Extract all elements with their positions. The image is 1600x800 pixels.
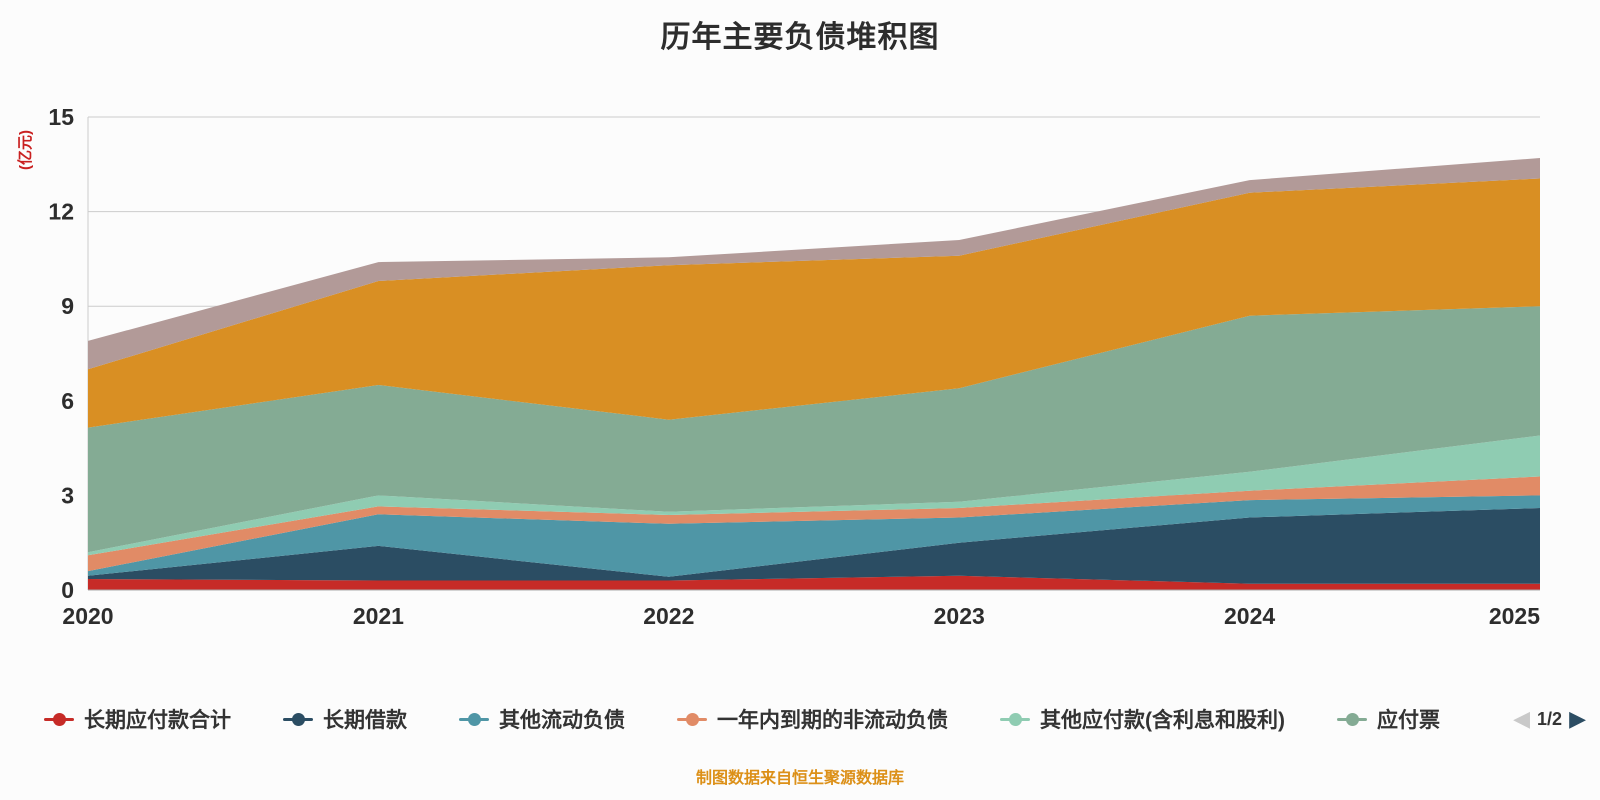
x-tick-label: 2021: [353, 603, 404, 629]
legend-marker-icon: [459, 712, 489, 726]
legend-marker-icon: [44, 712, 74, 726]
legend-marker-icon: [1000, 712, 1030, 726]
y-tick-label: 3: [61, 482, 74, 508]
legend-items: 长期应付款合计 长期借款 其他流动负债 一年内到期的非流动负债 其他应付款(含利息和股利…: [44, 704, 1440, 734]
stacked-area-series-8: [88, 158, 1540, 370]
y-axis-unit-label: (亿元): [16, 130, 34, 170]
y-tick-label: 0: [61, 577, 74, 603]
stacked-area-series-6: [88, 306, 1540, 553]
legend-item-label: 其他应付款(含利息和股利): [1040, 709, 1285, 732]
legend-item-6[interactable]: 应付票: [1337, 704, 1440, 734]
legend-item-3[interactable]: 其他流动负债: [459, 704, 625, 734]
y-tick-label: 9: [61, 293, 74, 319]
legend-marker-icon: [1337, 712, 1367, 726]
legend-page-indicator: 1/2: [1537, 708, 1563, 729]
stacked-area-series-1: [88, 575, 1540, 590]
chart-title: 历年主要负债堆积图: [660, 21, 940, 54]
legend-item-label: 长期应付款合计: [84, 709, 231, 732]
x-tick-label: 2022: [643, 603, 694, 629]
legend-item-label: 其他流动负债: [499, 709, 625, 732]
legend-item-4[interactable]: 一年内到期的非流动负债: [677, 704, 948, 734]
legend-item-5[interactable]: 其他应付款(含利息和股利): [1000, 704, 1285, 734]
x-tick-label: 2024: [1224, 603, 1275, 629]
legend-bar: 长期应付款合计 长期借款 其他流动负债 一年内到期的非流动负债 其他应付款(含利息和股利…: [44, 700, 1586, 738]
legend-marker-icon: [283, 712, 313, 726]
x-tick-label: 2025: [1489, 603, 1540, 629]
legend-next-arrow[interactable]: ▶: [1569, 706, 1586, 731]
x-tick-label: 2020: [62, 603, 113, 629]
legend-marker-icon: [677, 712, 707, 726]
stacked-area-series-4: [88, 476, 1540, 572]
legend-pager: ◀ 1/2 ▶: [1513, 708, 1586, 730]
data-source-note: 制图数据来自恒生聚源数据库: [695, 770, 904, 787]
legend-item-label: 应付票: [1377, 709, 1440, 732]
x-tick-label: 2023: [934, 603, 985, 629]
stacked-area-series-2: [88, 508, 1540, 584]
legend-item-2[interactable]: 长期借款: [283, 704, 407, 734]
legend-item-label: 一年内到期的非流动负债: [717, 709, 948, 732]
y-tick-label: 12: [48, 199, 74, 225]
stacked-area-series-3: [88, 495, 1540, 577]
y-tick-label: 15: [48, 104, 74, 130]
y-tick-label: 6: [61, 388, 74, 414]
stacked-area-series-7: [88, 178, 1540, 428]
legend-item-1[interactable]: 长期应付款合计: [44, 704, 231, 734]
legend-prev-arrow[interactable]: ◀: [1513, 706, 1531, 731]
legend-item-label: 长期借款: [323, 709, 407, 732]
